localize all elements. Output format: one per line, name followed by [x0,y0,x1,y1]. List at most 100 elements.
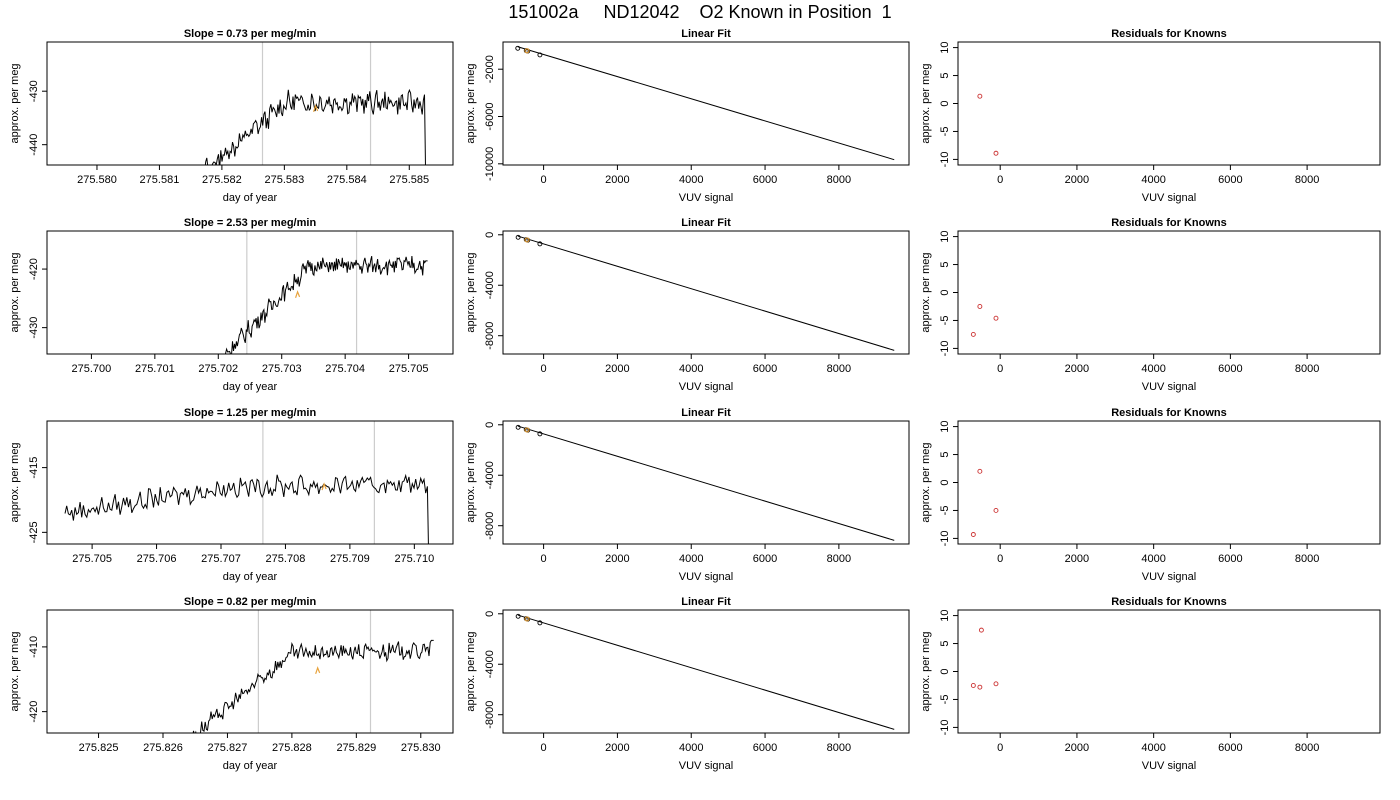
data-point [537,52,543,58]
panel-1-4: Slope = 0.82 per meg/min 275.825 275.826 27… [9,596,454,772]
data-point [515,234,521,240]
x-tick-label: 0 [541,363,547,375]
figure-title: 151002a ND12042 O2 Known in Position 1 [508,2,892,22]
fit-line [517,46,895,161]
data-point [993,150,999,156]
y-axis-label: approx. per meg [465,252,477,332]
y-tick-label: 10 [939,41,951,53]
plot-frame [957,41,1381,166]
panel-3-1: Residuals for Knowns 0 2000 4000 6000 8000 -10… [920,28,1381,204]
x-axis-label: day of year [223,571,278,583]
y-tick-label: -10 [939,151,951,167]
plot-frame [46,609,454,734]
y-axis-label: approx. per meg [920,63,932,143]
y-tick-label: -5 [939,695,951,705]
plot-area [515,613,895,730]
y-tick-label: -415 [28,457,40,479]
highlight-point [524,616,530,622]
x-tick-label: 275.710 [394,553,434,565]
y-tick-label: -4000 [484,271,496,299]
data-point [515,45,521,51]
data-point [977,304,983,309]
y-tick-label: -5 [939,506,951,516]
x-tick-label: 0 [541,174,547,186]
data-point [993,508,999,513]
x-tick-label: 8000 [1295,553,1319,565]
panel-3-2: Residuals for Knowns 0 2000 4000 6000 8000 -10… [920,217,1381,393]
y-tick-label: -420 [28,258,40,280]
x-tick-label: 6000 [753,174,777,186]
panel-title: Linear Fit [681,28,731,40]
x-tick-label: 2000 [605,363,629,375]
data-point [515,613,521,619]
y-axis-label: approx. per meg [9,252,21,332]
x-tick-label: 2000 [605,174,629,186]
x-tick-label: 275.706 [137,553,177,565]
y-tick-label: 0 [484,232,496,238]
y-axis-label: approx. per meg [9,631,21,711]
y-tick-label: 0 [939,289,951,295]
data-point [977,468,983,474]
data-point [978,627,984,633]
x-axis-label: VUV signal [679,192,733,204]
highlight-segment [321,482,327,491]
y-axis-label: approx. per meg [465,63,477,143]
y-tick-label: 5 [939,640,951,646]
y-tick-label: -10 [939,340,951,356]
y-tick-label: 0 [484,611,496,617]
panel-2-3: Linear Fit 0 2000 4000 6000 8000 -8000 -4000 0 VU… [465,407,910,583]
x-tick-label: 275.828 [272,742,312,754]
y-tick-label: 10 [939,609,951,621]
panel-title: Slope = 2.53 per meg/min [184,217,317,229]
x-tick-label: 2000 [605,553,629,565]
plot-area [515,45,895,161]
x-tick-label: 6000 [1218,553,1242,565]
x-tick-label: 275.585 [389,174,429,186]
y-tick-label: 10 [939,230,951,242]
panel-1-1: Slope = 0.73 per meg/min 275.580 275.581 27… [9,28,454,204]
x-axis-label: VUV signal [679,381,733,393]
plot-frame [957,609,1381,734]
plot-frame [502,420,910,545]
y-tick-label: -10000 [484,147,496,181]
plot-area [970,468,999,537]
plot-frame [46,230,454,355]
fit-line [517,235,895,351]
x-tick-label: 275.829 [336,742,376,754]
panel-title: Residuals for Knowns [1111,28,1227,40]
x-tick-label: 275.580 [77,174,117,186]
panel-title: Residuals for Knowns [1111,407,1227,419]
y-tick-label: 0 [939,668,951,674]
x-tick-label: 6000 [753,742,777,754]
x-tick-label: 8000 [827,174,851,186]
x-tick-label: 4000 [1141,553,1165,565]
highlight-point [524,48,530,54]
y-axis-label: approx. per meg [9,63,21,143]
highlight-point [524,427,530,433]
panel-2-2: Linear Fit 0 2000 4000 6000 8000 -8000 -4000 0 VU… [465,217,910,393]
x-tick-label: 275.705 [72,553,112,565]
x-tick-label: 8000 [1295,363,1319,375]
data-point [537,620,543,626]
x-tick-label: 4000 [1141,742,1165,754]
y-tick-label: -420 [28,701,40,723]
y-tick-label: 0 [939,100,951,106]
y-tick-label: -8000 [484,322,496,350]
data-series-line [223,255,428,354]
x-tick-label: 6000 [1218,174,1242,186]
y-tick-label: -2000 [484,55,496,83]
x-tick-label: 275.700 [72,363,112,375]
data-point [970,331,976,337]
y-tick-label: 5 [939,261,951,267]
data-point [993,681,999,687]
panel-title: Linear Fit [681,596,731,608]
x-tick-label: 275.830 [401,742,441,754]
x-tick-label: 6000 [1218,742,1242,754]
panel-3-4: Residuals for Knowns 0 2000 4000 6000 8000 -10… [920,596,1381,772]
x-tick-label: 4000 [679,174,703,186]
x-axis-label: VUV signal [1142,760,1196,772]
y-tick-label: 0 [939,479,951,485]
x-tick-label: 8000 [1295,174,1319,186]
y-tick-label: -4000 [484,461,496,489]
